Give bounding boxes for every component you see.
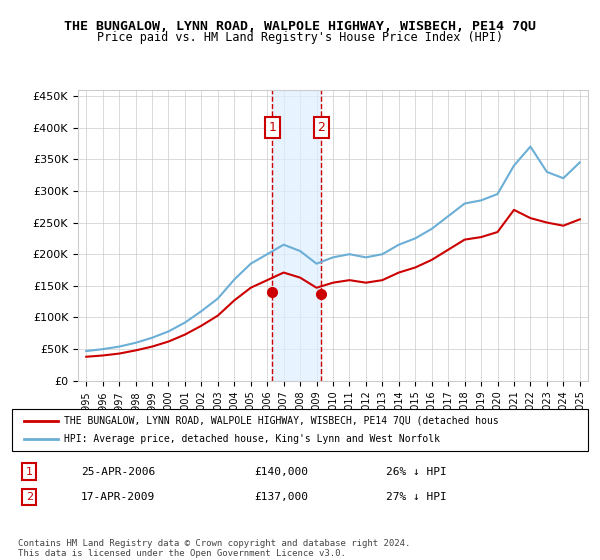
Text: 2: 2 bbox=[317, 121, 325, 134]
Text: THE BUNGALOW, LYNN ROAD, WALPOLE HIGHWAY, WISBECH, PE14 7QU (detached hous: THE BUNGALOW, LYNN ROAD, WALPOLE HIGHWAY… bbox=[64, 416, 499, 426]
Text: THE BUNGALOW, LYNN ROAD, WALPOLE HIGHWAY, WISBECH, PE14 7QU: THE BUNGALOW, LYNN ROAD, WALPOLE HIGHWAY… bbox=[64, 20, 536, 32]
Text: Price paid vs. HM Land Registry's House Price Index (HPI): Price paid vs. HM Land Registry's House … bbox=[97, 31, 503, 44]
Text: Contains HM Land Registry data © Crown copyright and database right 2024.
This d: Contains HM Land Registry data © Crown c… bbox=[18, 539, 410, 558]
FancyBboxPatch shape bbox=[12, 409, 588, 451]
Text: HPI: Average price, detached house, King's Lynn and West Norfolk: HPI: Average price, detached house, King… bbox=[64, 434, 440, 444]
Bar bbox=[272, 90, 322, 381]
Text: £137,000: £137,000 bbox=[254, 492, 308, 502]
Text: 26% ↓ HPI: 26% ↓ HPI bbox=[386, 467, 447, 477]
Text: £140,000: £140,000 bbox=[254, 467, 308, 477]
Text: 2: 2 bbox=[26, 492, 33, 502]
Text: 1: 1 bbox=[26, 467, 33, 477]
Text: 25-APR-2006: 25-APR-2006 bbox=[81, 467, 155, 477]
Text: 27% ↓ HPI: 27% ↓ HPI bbox=[386, 492, 447, 502]
Text: 17-APR-2009: 17-APR-2009 bbox=[81, 492, 155, 502]
Text: 1: 1 bbox=[269, 121, 277, 134]
